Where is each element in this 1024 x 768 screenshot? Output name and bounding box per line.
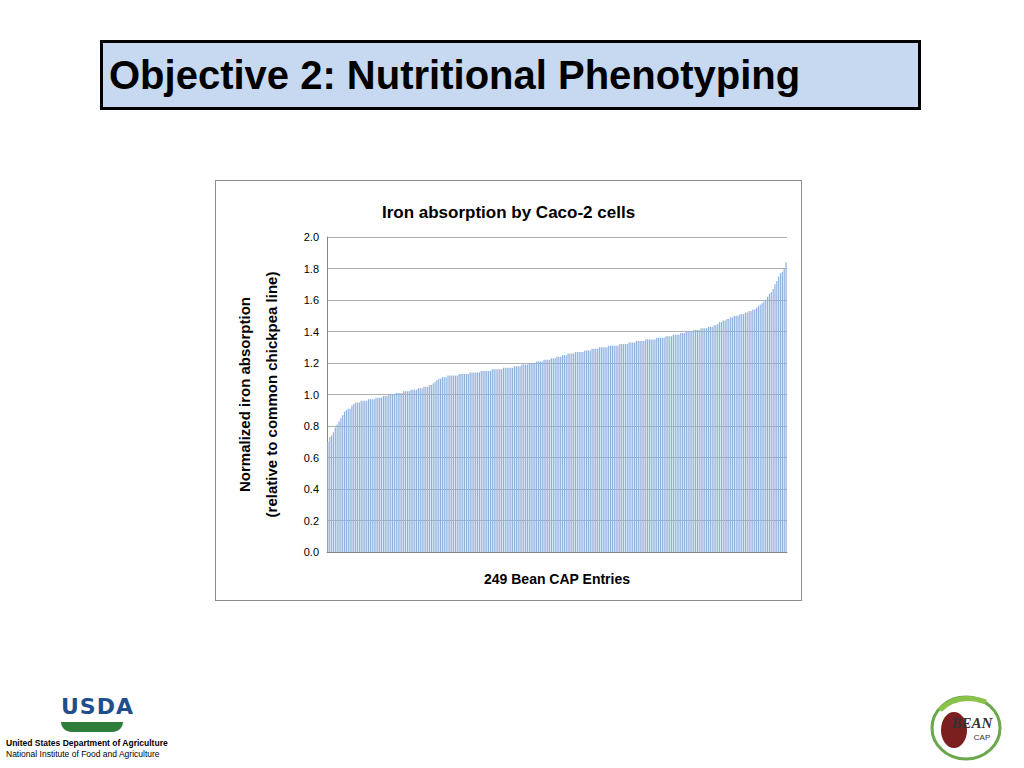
- svg-text:1.2: 1.2: [304, 357, 319, 369]
- svg-text:(relative to common chickpea l: (relative to common chickpea line): [263, 272, 280, 518]
- svg-text:CAP: CAP: [974, 733, 990, 742]
- svg-text:BEAN: BEAN: [951, 715, 994, 731]
- svg-text:2.0: 2.0: [304, 231, 319, 243]
- svg-text:0.2: 0.2: [304, 515, 319, 527]
- svg-text:0.4: 0.4: [304, 483, 319, 495]
- svg-text:249 Bean CAP Entries: 249 Bean CAP Entries: [484, 571, 630, 587]
- svg-text:Iron absorption by Caco-2 cell: Iron absorption by Caco-2 cells: [382, 203, 635, 222]
- svg-text:0.0: 0.0: [304, 546, 319, 558]
- svg-text:0.6: 0.6: [304, 452, 319, 464]
- svg-text:0.8: 0.8: [304, 420, 319, 432]
- svg-text:1.0: 1.0: [304, 389, 319, 401]
- html-text:Objective 2: Nutritional Pheno: Objective 2: Nutritional Phenotyping: [109, 52, 801, 97]
- html-text:United States Department of Ag: United States Department of Agriculture: [6, 738, 168, 748]
- svg-text:1.8: 1.8: [304, 263, 319, 275]
- html-text:National Institute of Food and: National Institute of Food and Agricultu…: [6, 749, 160, 759]
- svg-text:1.4: 1.4: [304, 326, 319, 338]
- svg-text:1.6: 1.6: [304, 294, 319, 306]
- svg-text:Normalized iron absorption: Normalized iron absorption: [236, 297, 253, 492]
- html-text:USDA: USDA: [61, 694, 134, 719]
